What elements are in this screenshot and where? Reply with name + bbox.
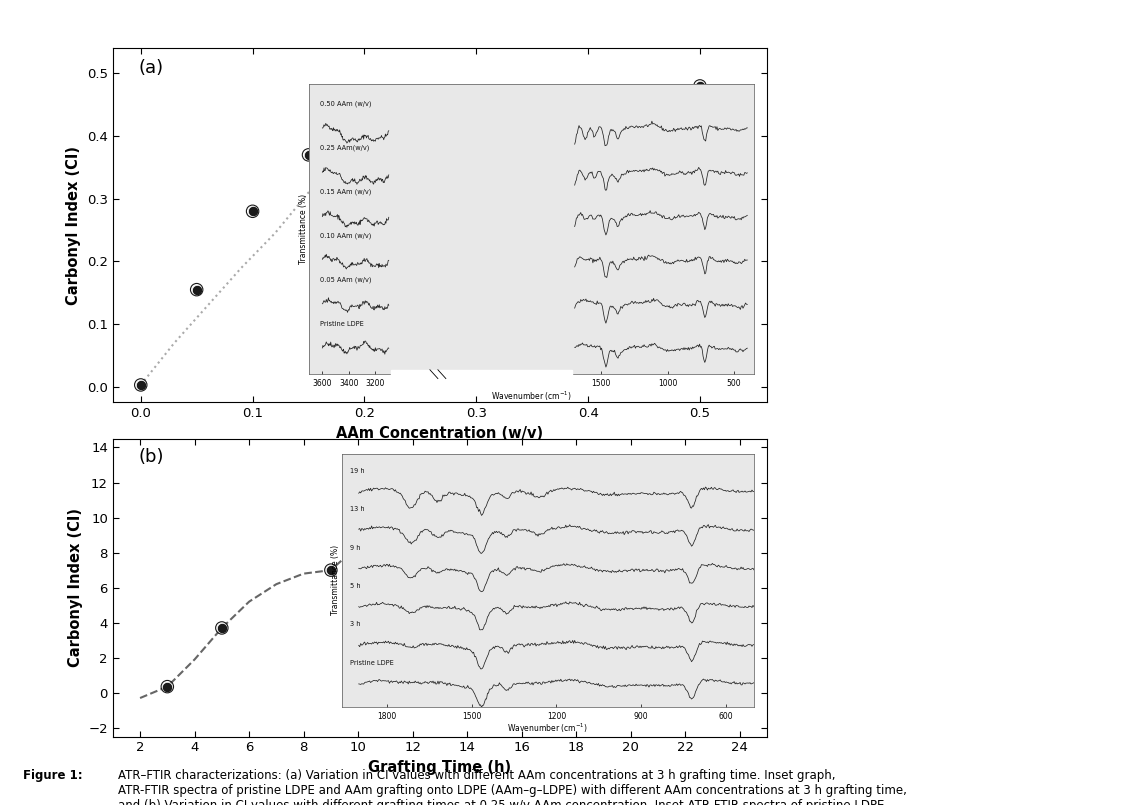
Point — [213, 621, 231, 634]
Point — [321, 564, 340, 576]
Point — [132, 378, 150, 391]
Point — [213, 621, 231, 634]
Point — [377, 514, 395, 527]
Point — [594, 471, 613, 484]
Point — [158, 680, 176, 693]
Text: (b): (b) — [139, 448, 165, 465]
Point — [300, 148, 318, 161]
X-axis label: Grafting Time (h): Grafting Time (h) — [369, 760, 511, 775]
Point — [377, 514, 395, 527]
Y-axis label: Carbonyl Index (CI): Carbonyl Index (CI) — [67, 146, 81, 305]
Text: ATR–FTIR characterizations: (a) Variation in CI values with different AAm concen: ATR–FTIR characterizations: (a) Variatio… — [118, 769, 907, 805]
Y-axis label: Carbonyl Index (CI): Carbonyl Index (CI) — [68, 508, 82, 667]
Point — [412, 117, 430, 130]
Text: Figure 1:: Figure 1: — [23, 769, 82, 782]
Point — [158, 680, 176, 693]
Point — [594, 471, 613, 484]
Point — [412, 117, 430, 130]
X-axis label: AAm Concentration (w/v): AAm Concentration (w/v) — [336, 426, 544, 441]
Point — [321, 564, 340, 576]
Point — [691, 80, 710, 93]
Point — [244, 204, 262, 217]
Point — [300, 148, 318, 161]
Point — [244, 204, 262, 217]
Point — [187, 283, 205, 296]
Point — [132, 378, 150, 391]
Point — [691, 80, 710, 93]
Text: (a): (a) — [139, 59, 164, 77]
Point — [187, 283, 205, 296]
